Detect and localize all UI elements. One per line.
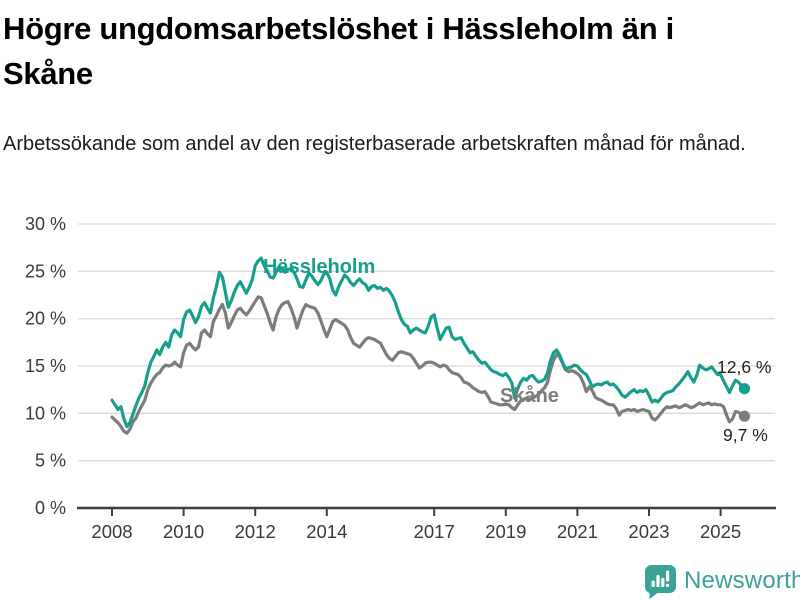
gridlines-group <box>78 223 775 462</box>
newsworthy-logo[interactable]: Newsworthy <box>644 564 800 599</box>
series-label-hassleholm: Hässleholm <box>263 256 375 278</box>
chart-subtitle: Arbetssökande som andel av den registerb… <box>3 133 746 155</box>
skåne-end-dot <box>738 410 751 422</box>
x-tick-label: 2008 <box>91 521 132 542</box>
series-lines-group <box>110 256 751 435</box>
y-tick-label: 25 % <box>25 261 66 281</box>
x-tick-label: 2017 <box>414 521 455 542</box>
hässleholm-line <box>110 256 747 429</box>
x-axis-group: 2008 2010 2012 2014 2017 2019 2021 2023 2025 <box>77 506 776 542</box>
y-tick-label: 30 % <box>25 214 66 234</box>
y-tick-label: 5 % <box>35 451 66 471</box>
x-tick-label: 2023 <box>628 521 669 542</box>
y-tick-label: 0 % <box>35 498 66 518</box>
newsworthy-brand-text: Newsworthy <box>684 567 800 594</box>
y-tick-label: 20 % <box>25 309 66 329</box>
y-tick-label: 10 % <box>25 403 66 423</box>
newsworthy-icon <box>645 564 676 599</box>
end-value-label-hassleholm: 12,6 % <box>717 357 771 377</box>
hässleholm-end-dot <box>738 383 751 395</box>
x-tick-label: 2010 <box>163 521 204 542</box>
x-tick-label: 2014 <box>306 521 347 542</box>
x-tick-label: 2019 <box>485 521 526 542</box>
series-label-skane: Skåne <box>500 384 559 407</box>
x-tick-label: 2025 <box>700 521 741 542</box>
chart-title: Högre ungdomsarbetslöshet i Hässleholm ä… <box>3 11 674 91</box>
skåne-line <box>110 295 747 435</box>
x-tick-label: 2012 <box>235 521 276 542</box>
end-value-label-skane: 9,7 % <box>723 425 768 445</box>
x-tick-label: 2021 <box>557 521 598 542</box>
y-tick-label: 15 % <box>25 356 66 376</box>
y-axis-labels-group: 0 % 5 % 10 % 15 % 20 % 25 % 30 % <box>25 214 66 518</box>
